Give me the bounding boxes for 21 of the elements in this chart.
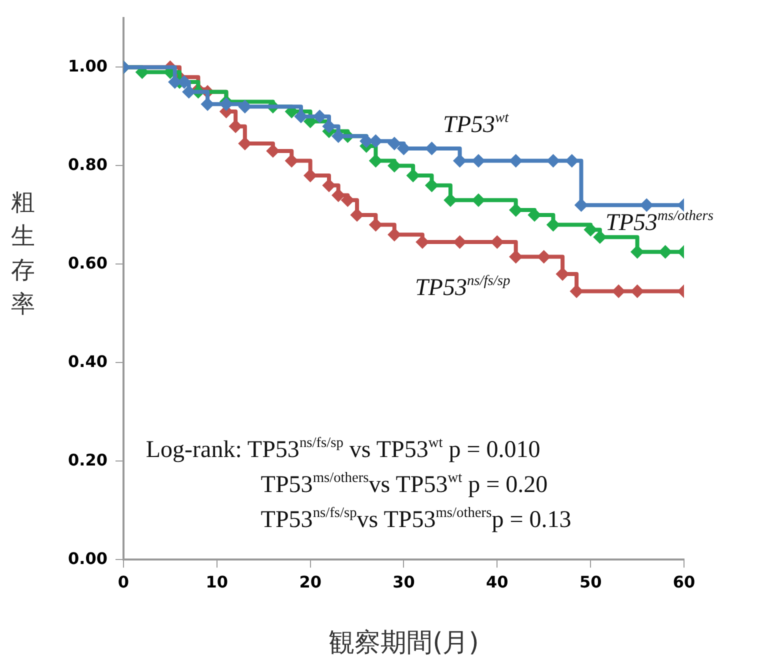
x-tick-label: 60 <box>672 572 696 592</box>
x-tick-label: 10 <box>206 572 228 592</box>
y-tick-label: 0.20 <box>68 450 108 470</box>
series-label: TP53$^{wt}$ <box>442 110 509 140</box>
y-axis-title: 粗生存率 <box>10 187 36 320</box>
series-label: TP53$^{ns/fs/sp}$ <box>414 272 510 302</box>
y-tick-label: 0.40 <box>68 352 108 371</box>
x-axis-title: 観察期間(月) <box>328 628 479 658</box>
x-tick-label: 50 <box>579 572 602 592</box>
annotation: TP53$^{ns/fs/sp}$vs TP53$^{ms/others}$p = 0.13 <box>260 505 572 535</box>
y-tick-label: 0.00 <box>68 548 108 568</box>
x-tick-label: 0 <box>118 572 130 592</box>
x-tick-label: 30 <box>392 572 415 592</box>
series-label: TP53$^{ms/others}$ <box>606 208 714 237</box>
y-tick-label: 1.00 <box>68 56 108 76</box>
annotation: TP53$^{ms/others}$vs TP53$^{wt}$ p = 0.20 <box>260 470 548 500</box>
annotation: Log-rank: TP53$^{ns/fs/sp}$ vs TP53$^{wt}$ p = 0.010 <box>146 435 540 464</box>
y-tick-label: 0.80 <box>68 154 108 174</box>
x-tick-label: 20 <box>299 572 322 592</box>
x-tick-label: 40 <box>486 572 508 592</box>
y-tick-label: 0.60 <box>68 253 108 272</box>
